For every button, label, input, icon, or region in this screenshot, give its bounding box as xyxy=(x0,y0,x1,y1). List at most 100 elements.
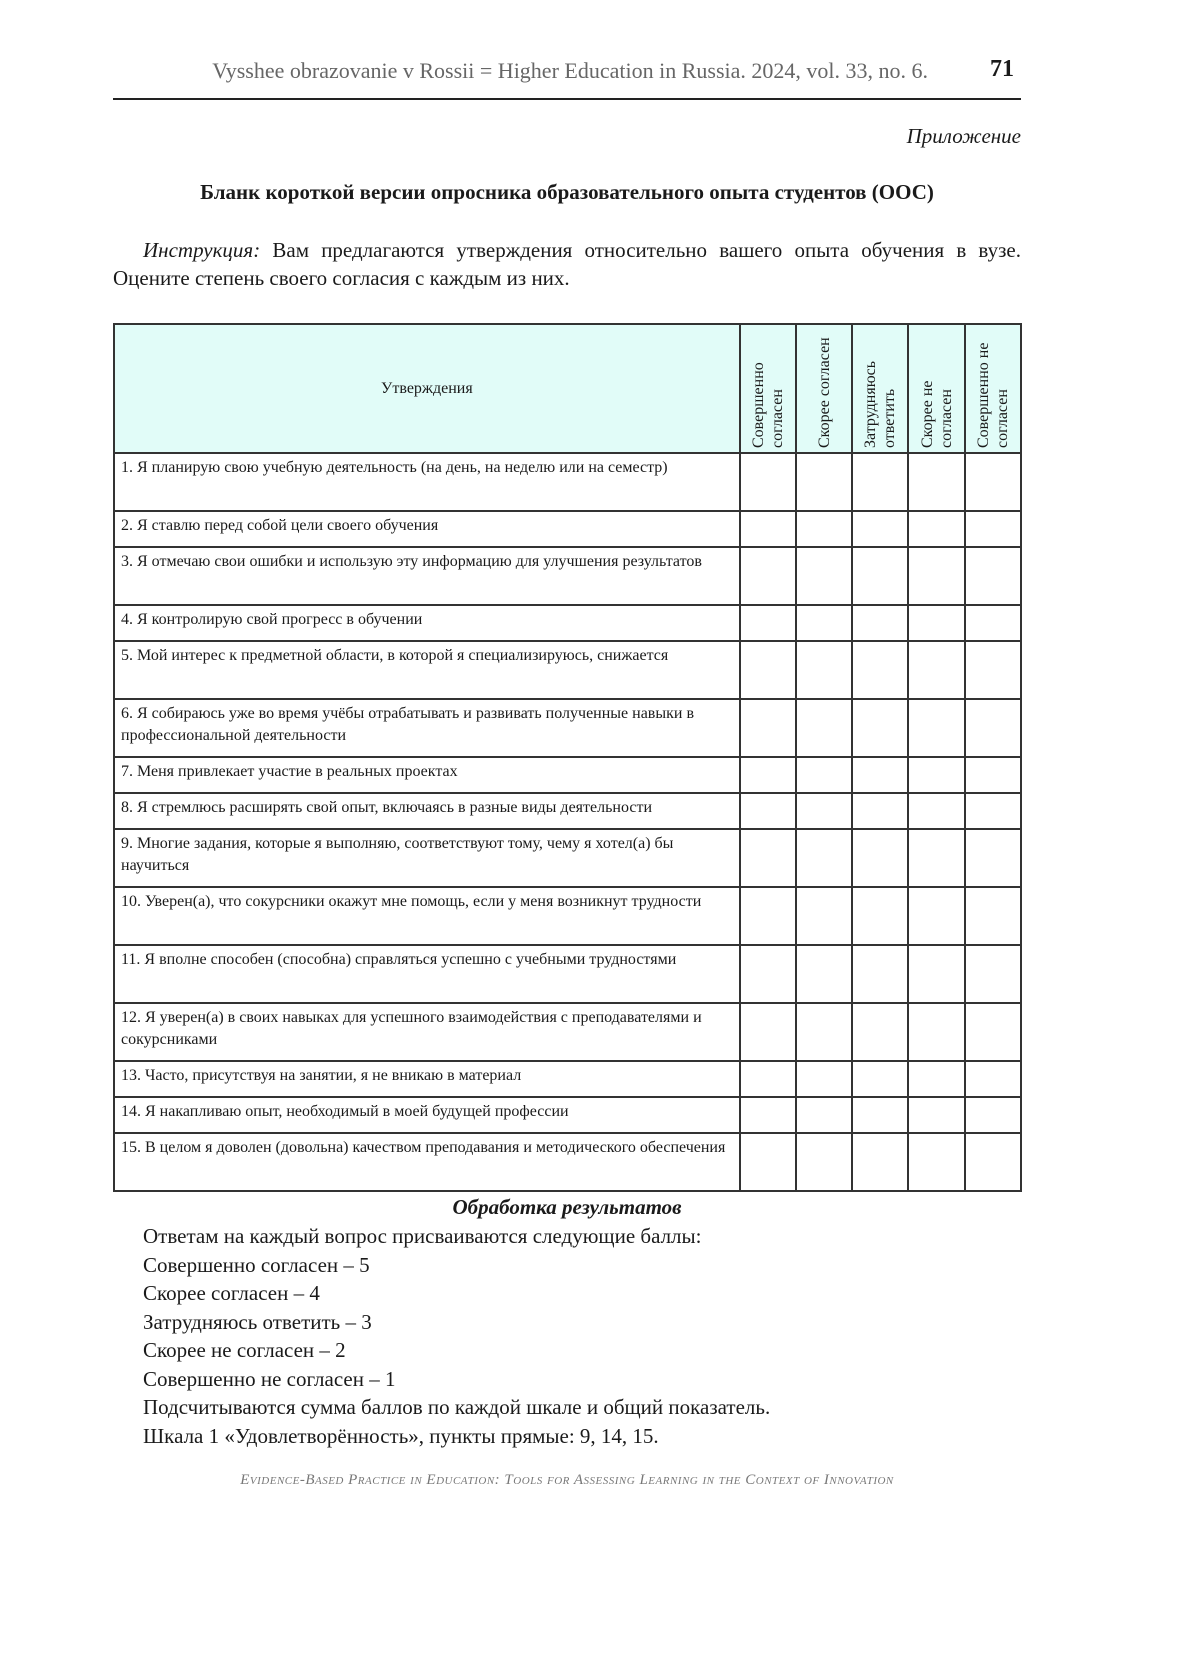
processing-line: Затрудняюсь ответить – 3 xyxy=(143,1309,372,1334)
answer-cell[interactable] xyxy=(851,546,910,606)
answer-cell[interactable] xyxy=(851,510,910,548)
answer-cell[interactable] xyxy=(963,792,1023,830)
processing-text: Ответам на каждый вопрос присваиваются с… xyxy=(143,1222,770,1450)
statement-cell: 10. Уверен(а), что сокурсники окажут мне… xyxy=(113,886,741,946)
answer-cell[interactable] xyxy=(794,452,854,512)
answer-cell[interactable] xyxy=(738,546,797,606)
answer-cell[interactable] xyxy=(738,1096,797,1134)
table-row: 15. В целом я доволен (довольна) качеств… xyxy=(113,1132,1023,1192)
questionnaire-table: Утверждения Совершенно согласен Скорее с… xyxy=(113,323,1023,1192)
answer-cell[interactable] xyxy=(794,1096,854,1134)
answer-cell[interactable] xyxy=(794,604,854,642)
processing-line: Скорее не согласен – 2 xyxy=(143,1338,346,1362)
answer-cell[interactable] xyxy=(851,792,910,830)
answer-cell[interactable] xyxy=(963,828,1023,888)
answer-cell[interactable] xyxy=(907,1060,966,1098)
answer-cell[interactable] xyxy=(738,756,797,794)
answer-cell[interactable] xyxy=(963,886,1023,946)
answer-cell[interactable] xyxy=(851,886,910,946)
answer-cell[interactable] xyxy=(907,1132,966,1192)
answer-cell[interactable] xyxy=(794,1132,854,1192)
answer-cell[interactable] xyxy=(851,944,910,1004)
answer-cell[interactable] xyxy=(738,828,797,888)
answer-cell[interactable] xyxy=(907,510,966,548)
answer-cell[interactable] xyxy=(738,944,797,1004)
answer-cell[interactable] xyxy=(963,1096,1023,1134)
answer-cell[interactable] xyxy=(851,1060,910,1098)
answer-cell[interactable] xyxy=(851,604,910,642)
answer-cell[interactable] xyxy=(738,698,797,758)
option-header: Совершенно не согласен xyxy=(963,323,1023,454)
answer-cell[interactable] xyxy=(794,698,854,758)
table-row: 14. Я накапливаю опыт, необходимый в мое… xyxy=(113,1096,1023,1134)
answer-cell[interactable] xyxy=(907,944,966,1004)
answer-cell[interactable] xyxy=(738,792,797,830)
answer-cell[interactable] xyxy=(963,1060,1023,1098)
answer-cell[interactable] xyxy=(963,510,1023,548)
answer-cell[interactable] xyxy=(907,698,966,758)
statement-cell: 4. Я контролирую свой прогресс в обучени… xyxy=(113,604,741,642)
answer-cell[interactable] xyxy=(963,698,1023,758)
answer-cell[interactable] xyxy=(738,886,797,946)
statement-cell: 15. В целом я доволен (довольна) качеств… xyxy=(113,1132,741,1192)
processing-line: Шкала 1 «Удовлетворённость», пункты прям… xyxy=(143,1423,659,1448)
answer-cell[interactable] xyxy=(794,1060,854,1098)
answer-cell[interactable] xyxy=(794,792,854,830)
answer-cell[interactable] xyxy=(907,1002,966,1062)
answer-cell[interactable] xyxy=(794,944,854,1004)
answer-cell[interactable] xyxy=(851,698,910,758)
answer-cell[interactable] xyxy=(738,510,797,548)
answer-cell[interactable] xyxy=(851,828,910,888)
answer-cell[interactable] xyxy=(907,886,966,946)
statement-cell: 12. Я уверен(а) в своих навыках для успе… xyxy=(113,1002,741,1062)
answer-cell[interactable] xyxy=(907,604,966,642)
answer-cell[interactable] xyxy=(738,640,797,700)
answer-cell[interactable] xyxy=(963,944,1023,1004)
table-row: 4. Я контролирую свой прогресс в обучени… xyxy=(113,604,1023,642)
answer-cell[interactable] xyxy=(794,886,854,946)
answer-cell[interactable] xyxy=(907,828,966,888)
answer-cell[interactable] xyxy=(851,1002,910,1062)
answer-cell[interactable] xyxy=(794,640,854,700)
answer-cell[interactable] xyxy=(907,756,966,794)
processing-line: Подсчитываются сумма баллов по каждой шк… xyxy=(143,1395,771,1419)
statement-cell: 5. Мой интерес к предметной области, в к… xyxy=(113,640,741,700)
statement-cell: 9. Многие задания, которые я выполняю, с… xyxy=(113,828,741,888)
table-row: 12. Я уверен(а) в своих навыках для успе… xyxy=(113,1002,1023,1062)
statement-cell: 2. Я ставлю перед собой цели своего обуч… xyxy=(113,510,741,548)
answer-cell[interactable] xyxy=(907,452,966,512)
answer-cell[interactable] xyxy=(738,452,797,512)
answer-cell[interactable] xyxy=(907,640,966,700)
answer-cell[interactable] xyxy=(794,510,854,548)
statement-cell: 3. Я отмечаю свои ошибки и использую эту… xyxy=(113,546,741,606)
running-footer: Evidence-Based Practice in Education: To… xyxy=(240,1472,894,1488)
answer-cell[interactable] xyxy=(963,1132,1023,1192)
table-row: 3. Я отмечаю свои ошибки и использую эту… xyxy=(113,546,1023,606)
answer-cell[interactable] xyxy=(738,604,797,642)
table-row: 8. Я стремлюсь расширять свой опыт, вклю… xyxy=(113,792,1023,830)
answer-cell[interactable] xyxy=(963,1002,1023,1062)
answer-cell[interactable] xyxy=(738,1002,797,1062)
answer-cell[interactable] xyxy=(963,452,1023,512)
answer-cell[interactable] xyxy=(851,452,910,512)
answer-cell[interactable] xyxy=(907,792,966,830)
answer-cell[interactable] xyxy=(963,546,1023,606)
answer-cell[interactable] xyxy=(794,546,854,606)
answer-cell[interactable] xyxy=(794,1002,854,1062)
answer-cell[interactable] xyxy=(963,640,1023,700)
answer-cell[interactable] xyxy=(851,756,910,794)
answer-cell[interactable] xyxy=(794,828,854,888)
answer-cell[interactable] xyxy=(851,640,910,700)
answer-cell[interactable] xyxy=(963,604,1023,642)
answer-cell[interactable] xyxy=(794,756,854,794)
table-row: 2. Я ставлю перед собой цели своего обуч… xyxy=(113,510,1023,548)
table-row: 13. Часто, присутствуя на занятии, я не … xyxy=(113,1060,1023,1098)
answer-cell[interactable] xyxy=(738,1060,797,1098)
answer-cell[interactable] xyxy=(907,1096,966,1134)
answer-cell[interactable] xyxy=(907,546,966,606)
answer-cell[interactable] xyxy=(851,1096,910,1134)
table-row: 7. Меня привлекает участие в реальных пр… xyxy=(113,756,1023,794)
answer-cell[interactable] xyxy=(851,1132,910,1192)
answer-cell[interactable] xyxy=(963,756,1023,794)
answer-cell[interactable] xyxy=(738,1132,797,1192)
